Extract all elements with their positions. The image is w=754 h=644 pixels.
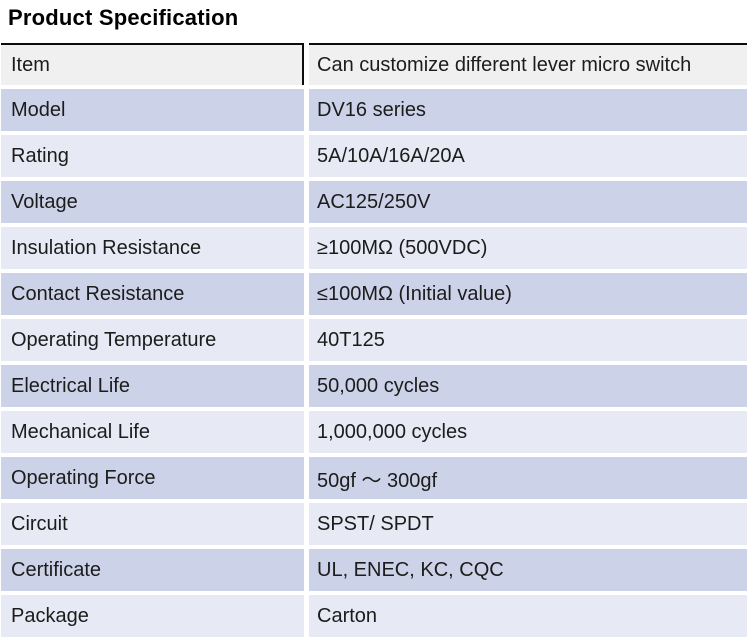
spec-label: Package bbox=[1, 595, 304, 637]
spec-value: AC125/250V bbox=[309, 181, 747, 223]
spec-label: Circuit bbox=[1, 503, 304, 545]
spec-label: Operating Force bbox=[1, 457, 304, 499]
spec-value: SPST/ SPDT bbox=[309, 503, 747, 545]
spec-row-rating: Rating 5A/10A/16A/20A bbox=[1, 135, 747, 177]
spec-label: Voltage bbox=[1, 181, 304, 223]
product-specification-page: Product Specification Item Can customize… bbox=[0, 5, 754, 644]
page-title: Product Specification bbox=[8, 5, 239, 30]
spec-label: Electrical Life bbox=[1, 365, 304, 407]
spec-value: 1,000,000 cycles bbox=[309, 411, 747, 453]
spec-row-insulation-resistance: Insulation Resistance ≥100MΩ (500VDC) bbox=[1, 227, 747, 269]
spec-label: Model bbox=[1, 89, 304, 131]
spec-label: Rating bbox=[1, 135, 304, 177]
spec-row-operating-force: Operating Force 50gf ～ 300gf bbox=[1, 457, 747, 499]
spec-label: Contact Resistance bbox=[1, 273, 304, 315]
spec-row-certificate: Certificate UL, ENEC, KC, CQC bbox=[1, 549, 747, 591]
spec-value: 5A/10A/16A/20A bbox=[309, 135, 747, 177]
spec-row-voltage: Voltage AC125/250V bbox=[1, 181, 747, 223]
spec-row-circuit: Circuit SPST/ SPDT bbox=[1, 503, 747, 545]
spec-row-package: Package Carton bbox=[1, 595, 747, 637]
spec-value: Carton bbox=[309, 595, 747, 637]
spec-value: 50,000 cycles bbox=[309, 365, 747, 407]
spec-row-contact-resistance: Contact Resistance ≤100MΩ (Initial value… bbox=[1, 273, 747, 315]
spec-value: ≥100MΩ (500VDC) bbox=[309, 227, 747, 269]
spec-row-mechanical-life: Mechanical Life 1,000,000 cycles bbox=[1, 411, 747, 453]
spec-value: 50gf ～ 300gf bbox=[309, 457, 747, 499]
spec-value: 40T125 bbox=[309, 319, 747, 361]
spec-value: DV16 series bbox=[309, 89, 747, 131]
spec-table: Item Can customize different lever micro… bbox=[1, 43, 747, 637]
spec-value: ≤100MΩ (Initial value) bbox=[309, 273, 747, 315]
spec-value: UL, ENEC, KC, CQC bbox=[309, 549, 747, 591]
spec-label: Insulation Resistance bbox=[1, 227, 304, 269]
spec-row-electrical-life: Electrical Life 50,000 cycles bbox=[1, 365, 747, 407]
spec-label: Certificate bbox=[1, 549, 304, 591]
spec-row-operating-temperature: Operating Temperature 40T125 bbox=[1, 319, 747, 361]
spec-value: Can customize different lever micro swit… bbox=[309, 43, 747, 85]
spec-label: Mechanical Life bbox=[1, 411, 304, 453]
spec-row-item: Item Can customize different lever micro… bbox=[1, 43, 747, 85]
spec-row-model: Model DV16 series bbox=[1, 89, 747, 131]
spec-label: Operating Temperature bbox=[1, 319, 304, 361]
spec-label: Item bbox=[1, 43, 304, 85]
